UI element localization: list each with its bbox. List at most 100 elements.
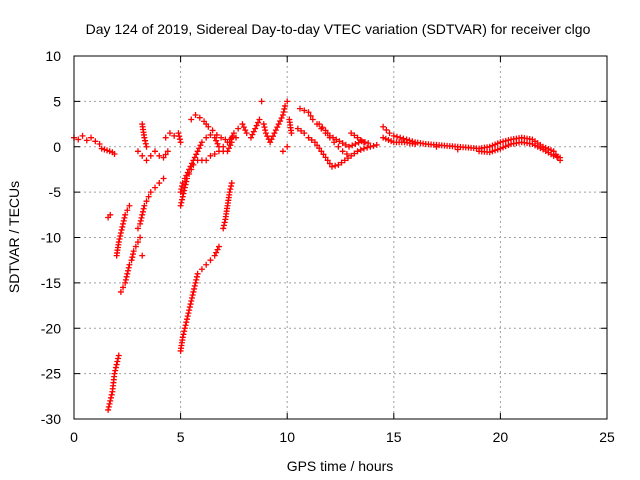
data-point xyxy=(242,127,249,134)
data-point xyxy=(318,148,325,155)
data-point xyxy=(160,154,167,161)
data-point xyxy=(152,148,159,155)
data-point xyxy=(205,123,212,130)
data-point xyxy=(454,146,461,153)
x-tick-label: 5 xyxy=(177,429,185,445)
data-point xyxy=(138,214,145,221)
data-point xyxy=(227,186,234,193)
data-point xyxy=(390,132,397,139)
data-point xyxy=(352,141,359,148)
data-point xyxy=(211,252,218,259)
data-point xyxy=(314,142,321,149)
data-point xyxy=(188,160,195,167)
data-point xyxy=(175,130,182,137)
data-point xyxy=(298,127,305,134)
data-point xyxy=(213,131,220,138)
data-point xyxy=(179,196,186,203)
x-tick-label: 15 xyxy=(386,429,402,445)
data-point xyxy=(187,163,194,170)
data-point xyxy=(120,284,127,291)
data-point xyxy=(139,252,146,259)
data-point xyxy=(281,105,288,112)
data-point xyxy=(143,143,150,150)
data-point xyxy=(105,403,112,410)
data-point xyxy=(111,151,118,158)
data-point xyxy=(262,127,269,134)
data-point xyxy=(162,134,169,141)
data-point xyxy=(124,207,131,214)
data-point xyxy=(128,257,135,264)
data-point xyxy=(341,157,348,164)
data-point xyxy=(324,157,331,164)
data-point xyxy=(160,175,167,182)
data-point xyxy=(260,121,267,128)
data-point xyxy=(140,205,147,212)
data-point xyxy=(179,334,186,341)
data-point xyxy=(104,147,111,154)
data-point xyxy=(117,288,124,295)
data-point xyxy=(124,270,131,277)
data-point xyxy=(106,400,113,407)
data-point xyxy=(125,264,132,271)
data-point xyxy=(228,180,235,187)
data-point xyxy=(191,282,198,289)
data-point xyxy=(116,236,123,243)
data-point xyxy=(332,162,339,169)
data-point xyxy=(553,153,560,160)
y-tick-label: -15 xyxy=(41,275,61,291)
data-point xyxy=(101,146,108,153)
data-point xyxy=(130,248,137,255)
data-point xyxy=(305,134,312,141)
data-point xyxy=(139,211,146,218)
data-point xyxy=(278,115,285,122)
data-point xyxy=(225,145,232,152)
data-point xyxy=(166,130,173,137)
data-point xyxy=(316,121,323,128)
data-point xyxy=(141,134,148,141)
data-point xyxy=(228,136,235,143)
data-point xyxy=(397,134,404,141)
data-point xyxy=(118,226,125,233)
data-point xyxy=(280,108,287,115)
data-point xyxy=(344,155,351,162)
data-point xyxy=(253,122,260,129)
data-point xyxy=(502,137,509,144)
data-point xyxy=(357,136,364,143)
data-point xyxy=(296,105,303,112)
data-point xyxy=(179,193,186,200)
data-point xyxy=(105,406,112,413)
data-point xyxy=(107,397,114,404)
data-point xyxy=(486,143,493,150)
data-point xyxy=(203,134,210,141)
data-point xyxy=(183,319,190,326)
data-point xyxy=(335,143,342,150)
data-point xyxy=(307,112,314,119)
data-point xyxy=(230,130,237,137)
data-point xyxy=(240,124,247,131)
data-point xyxy=(129,254,136,261)
data-point xyxy=(134,148,141,155)
data-point xyxy=(264,133,271,140)
data-point xyxy=(316,145,323,152)
data-point xyxy=(188,116,195,123)
data-point xyxy=(176,136,183,143)
data-point xyxy=(108,391,115,398)
data-point xyxy=(301,130,308,137)
data-point xyxy=(308,136,315,143)
data-point xyxy=(342,141,349,148)
data-point xyxy=(220,222,227,229)
data-point xyxy=(143,198,150,205)
data-point xyxy=(114,358,121,365)
data-point xyxy=(557,154,564,161)
data-point xyxy=(156,152,163,159)
data-point xyxy=(75,136,82,143)
data-point xyxy=(229,133,236,140)
data-point xyxy=(178,186,185,193)
data-point xyxy=(112,364,119,371)
data-point xyxy=(191,154,198,161)
data-point xyxy=(113,361,120,368)
data-point xyxy=(351,150,358,157)
data-point xyxy=(177,139,184,146)
data-point xyxy=(497,139,504,146)
data-point xyxy=(227,142,234,149)
